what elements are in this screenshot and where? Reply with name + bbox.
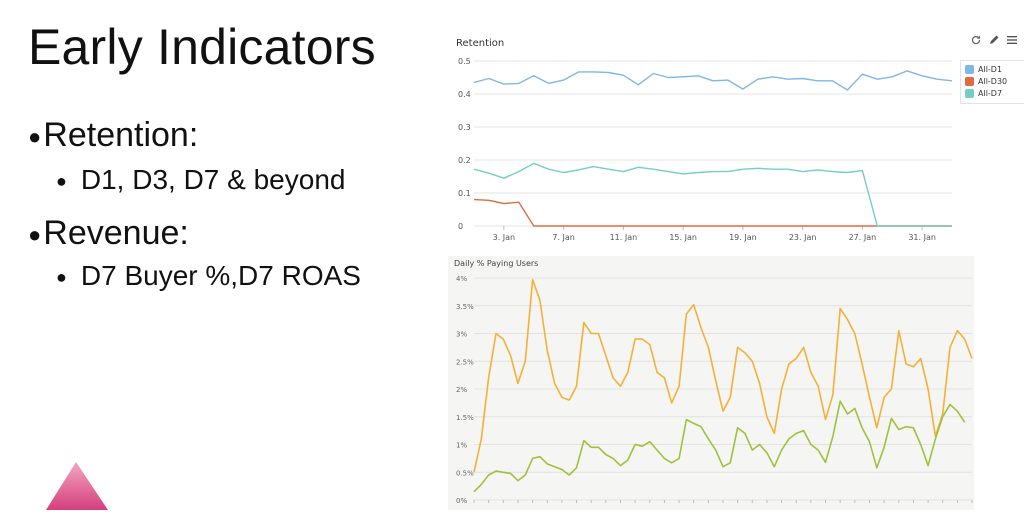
x-tick-label: 23. Jan <box>789 233 817 242</box>
logo-triangle <box>46 462 108 510</box>
y-tick-label: 0.3 <box>458 123 471 132</box>
sub-bullet-retention: ● D1, D3, D7 & beyond <box>56 164 346 195</box>
y-tick-label: 3% <box>456 331 467 339</box>
legend-item-d1[interactable]: All-D1 <box>965 65 1021 74</box>
y-tick-label: 0.2 <box>458 156 471 165</box>
y-tick-label: 0.5% <box>456 469 474 477</box>
y-tick-label: 0.4 <box>458 90 471 99</box>
pencil-icon[interactable] <box>988 34 1000 46</box>
y-tick-label: 3.5% <box>456 303 474 311</box>
menu-icon[interactable] <box>1006 34 1018 46</box>
y-tick-label: 4% <box>456 275 467 283</box>
paying-users-chart: Daily % Paying Users 0% 0.5% 1% 1.5% 2% 2.5% 3%… <box>448 256 974 510</box>
paying-users-chart-svg: Daily % Paying Users 0% 0.5% 1% 1.5% 2% 2.5% 3%… <box>448 256 974 510</box>
chart-title: Daily % Paying Users <box>454 259 538 268</box>
legend-swatch <box>965 77 974 86</box>
y-tick-label: 1% <box>456 442 467 450</box>
y-tick-label: 2% <box>456 386 467 394</box>
y-tick-label: 0.1 <box>458 189 471 198</box>
series-line <box>473 278 973 473</box>
x-tick-label: 19. Jan <box>729 233 757 242</box>
series-line <box>473 70 953 91</box>
legend-item-d30[interactable]: All-D30 <box>965 77 1021 86</box>
chart-toolbar <box>970 34 1018 46</box>
x-tick-label: 3. Jan <box>493 233 516 242</box>
retention-chart: Retention 0 0.1 0.2 0.3 0.4 0.5 3. Jan 7. Jan 11.… <box>444 28 1024 248</box>
y-tick-label: 2.5% <box>456 358 474 366</box>
x-tick-label: 11. Jan <box>610 233 638 242</box>
y-tick-label: 0.5 <box>458 57 471 66</box>
legend-swatch <box>965 65 974 74</box>
chart-background <box>448 256 974 510</box>
y-tick-label: 1.5% <box>456 414 474 422</box>
x-tick-label: 31. Jan <box>908 233 936 242</box>
legend-item-d7[interactable]: All-D7 <box>965 89 1021 98</box>
y-tick-label: 0 <box>458 222 463 231</box>
chart-title: Retention <box>456 38 504 49</box>
x-tick-label: 27. Jan <box>849 233 877 242</box>
bullet-revenue: ●Revenue: <box>28 214 189 252</box>
legend-swatch <box>965 89 974 98</box>
series-line <box>473 400 966 493</box>
bullet-retention: ●Retention: <box>28 116 199 154</box>
series-line <box>473 162 952 227</box>
retention-legend: All-D1 All-D30 All-D7 <box>960 60 1024 104</box>
refresh-icon[interactable] <box>970 34 982 46</box>
x-tick-label: 7. Jan <box>552 233 575 242</box>
series-line <box>473 198 952 227</box>
slide-title: Early Indicators <box>28 19 376 75</box>
y-tick-label: 0% <box>456 497 467 505</box>
sub-bullet-revenue: ● D7 Buyer %,D7 ROAS <box>56 260 361 291</box>
retention-chart-svg: Retention 0 0.1 0.2 0.3 0.4 0.5 3. Jan 7. Jan 11.… <box>456 38 953 242</box>
x-tick-label: 15. Jan <box>669 233 697 242</box>
